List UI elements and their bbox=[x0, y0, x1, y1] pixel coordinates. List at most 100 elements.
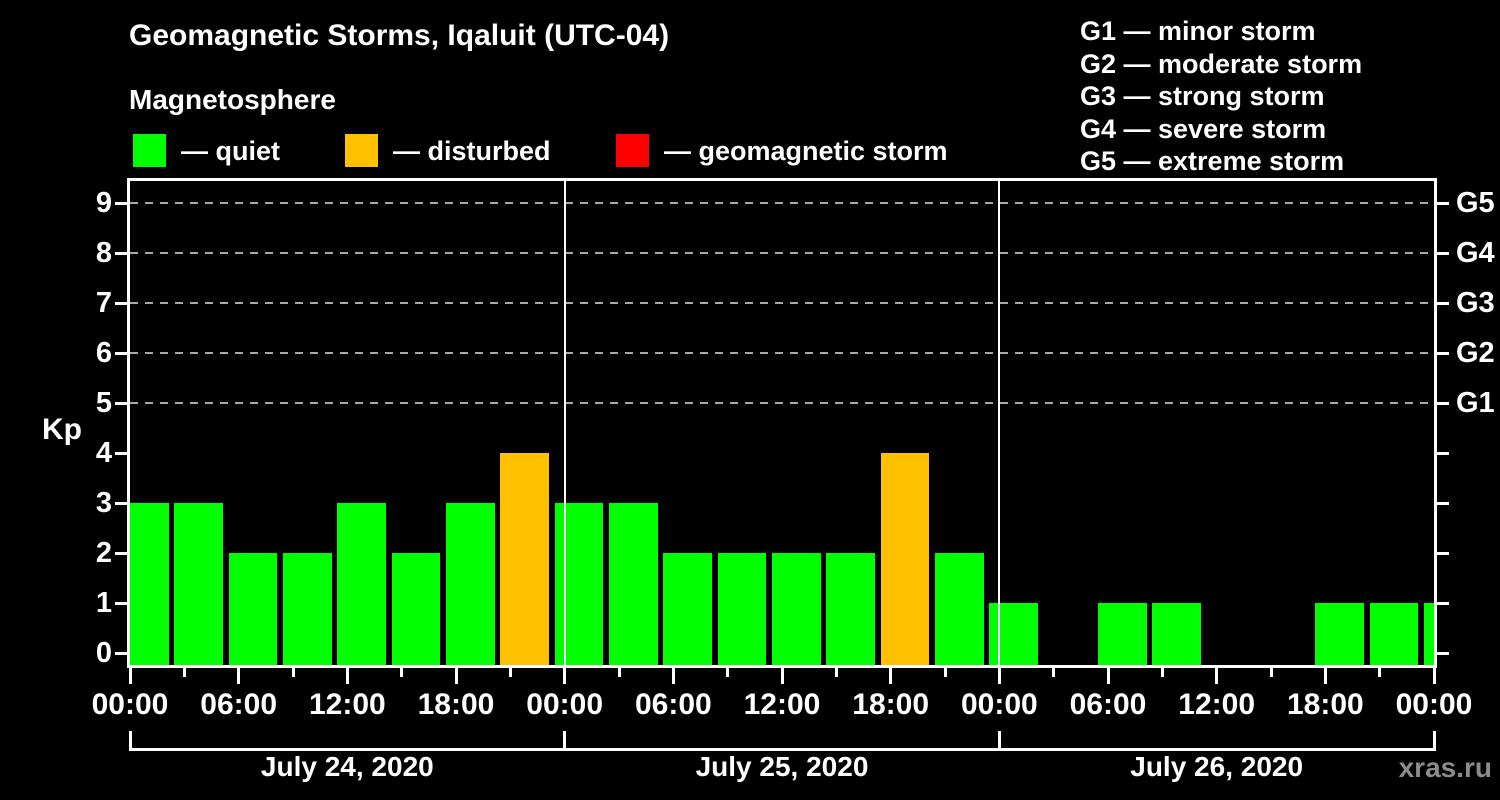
kp-bar bbox=[935, 553, 984, 665]
x-tick-major bbox=[671, 668, 675, 684]
x-tick-label: 12:00 bbox=[308, 688, 386, 721]
kp-bar bbox=[174, 503, 223, 665]
day-bracket-tick bbox=[563, 731, 567, 751]
kp-bar bbox=[772, 553, 821, 665]
kp-bar bbox=[130, 503, 169, 665]
y-axis-title: Kp bbox=[42, 413, 82, 446]
legend-label-quiet: — quiet bbox=[181, 136, 280, 166]
storm-scale-line: G2 — moderate storm bbox=[1080, 48, 1363, 79]
x-tick-minor bbox=[1160, 668, 1164, 677]
x-tick-minor bbox=[400, 668, 404, 677]
x-tick-label: 00:00 bbox=[1395, 688, 1473, 721]
kp-bar bbox=[337, 503, 386, 665]
kp-bar bbox=[880, 453, 930, 665]
gridline-kp7 bbox=[130, 302, 1434, 304]
chart-title: Geomagnetic Storms, Iqaluit (UTC-04) bbox=[129, 19, 670, 52]
day-bracket-tick bbox=[1432, 731, 1436, 751]
legend-label-disturbed: — disturbed bbox=[393, 136, 551, 166]
day-label: July 24, 2020 bbox=[260, 751, 434, 782]
kp-bar bbox=[500, 453, 549, 665]
storm-scale-line: G3 — strong storm bbox=[1080, 81, 1325, 111]
y-tick-label: 8 bbox=[95, 237, 112, 269]
chart-subtitle: Magnetosphere bbox=[129, 84, 336, 115]
storm-scale-line: G4 — severe storm bbox=[1080, 113, 1327, 144]
x-tick-minor bbox=[1378, 668, 1382, 677]
plot-area bbox=[127, 178, 1437, 668]
x-tick-minor bbox=[617, 668, 621, 677]
gridline-kp5 bbox=[130, 402, 1434, 404]
kp-bar bbox=[554, 503, 604, 665]
x-tick-major bbox=[1215, 668, 1219, 684]
x-tick-label: 12:00 bbox=[743, 688, 821, 721]
x-tick-major bbox=[128, 668, 132, 684]
kp-bar bbox=[391, 553, 441, 665]
x-tick-label: 06:00 bbox=[200, 688, 278, 721]
x-tick-label: 00:00 bbox=[526, 688, 604, 721]
x-tick-minor bbox=[182, 668, 186, 677]
legend-swatch-quiet bbox=[133, 134, 166, 167]
gridline-kp9 bbox=[130, 202, 1434, 204]
x-tick-major bbox=[889, 668, 893, 684]
x-tick-label: 18:00 bbox=[417, 688, 495, 721]
kp-bar bbox=[283, 553, 332, 665]
x-tick-label: 18:00 bbox=[1286, 688, 1364, 721]
legend-swatch-disturbed bbox=[345, 134, 378, 167]
legend-label-storm: — geomagnetic storm bbox=[664, 136, 948, 166]
x-tick-minor bbox=[726, 668, 730, 677]
kp-bar bbox=[446, 503, 495, 665]
day-bracket-tick bbox=[997, 731, 1001, 751]
day-label: July 25, 2020 bbox=[695, 751, 869, 782]
legend-swatch-storm bbox=[616, 134, 649, 167]
y-tick-label: 9 bbox=[95, 187, 112, 219]
storm-scale-line: G5 — extreme storm bbox=[1080, 146, 1345, 176]
y-tick-label: 2 bbox=[95, 537, 112, 569]
x-tick-major bbox=[454, 668, 458, 684]
kp-bar bbox=[989, 603, 1038, 665]
kp-bar bbox=[717, 553, 767, 665]
kp-bar bbox=[1098, 603, 1147, 665]
g-level-label-g1: G1 bbox=[1456, 387, 1495, 419]
x-tick-major bbox=[1323, 668, 1327, 684]
kp-bar bbox=[1424, 603, 1434, 665]
day-bracket-tick bbox=[128, 731, 132, 751]
x-tick-minor bbox=[1269, 668, 1273, 677]
gridline-kp8 bbox=[130, 252, 1434, 254]
x-tick-minor bbox=[834, 668, 838, 677]
g-level-label-g5: G5 bbox=[1456, 187, 1495, 219]
x-tick-label: 18:00 bbox=[852, 688, 930, 721]
x-tick-major bbox=[1432, 668, 1436, 684]
x-tick-major bbox=[780, 668, 784, 684]
kp-bar bbox=[1152, 603, 1201, 665]
day-separator-line bbox=[998, 181, 1001, 665]
kp-bar bbox=[609, 503, 658, 665]
x-tick-major bbox=[1106, 668, 1110, 684]
x-tick-minor bbox=[1052, 668, 1056, 677]
x-tick-major bbox=[237, 668, 241, 684]
x-tick-major bbox=[345, 668, 349, 684]
gridline-kp6 bbox=[130, 352, 1434, 354]
day-bracket-line bbox=[130, 748, 1434, 751]
x-tick-label: 00:00 bbox=[960, 688, 1038, 721]
g-level-label-g3: G3 bbox=[1456, 287, 1495, 319]
x-tick-label: 00:00 bbox=[91, 688, 169, 721]
y-tick-label: 7 bbox=[95, 287, 112, 319]
x-tick-label: 12:00 bbox=[1178, 688, 1256, 721]
x-tick-minor bbox=[291, 668, 295, 677]
watermark: xras.ru bbox=[1398, 752, 1492, 783]
kp-bar bbox=[1315, 603, 1364, 665]
storm-scale-line: G1 — minor storm bbox=[1080, 16, 1316, 46]
x-tick-minor bbox=[508, 668, 512, 677]
y-tick-label: 0 bbox=[95, 637, 112, 669]
y-tick-label: 1 bbox=[95, 587, 112, 619]
y-tick-label: 3 bbox=[95, 487, 112, 519]
x-tick-minor bbox=[943, 668, 947, 677]
kp-bar bbox=[663, 553, 712, 665]
x-tick-major bbox=[997, 668, 1001, 684]
day-separator-line bbox=[563, 181, 566, 665]
kp-bar bbox=[1369, 603, 1419, 665]
x-tick-label: 06:00 bbox=[634, 688, 712, 721]
x-tick-major bbox=[563, 668, 567, 684]
kp-bar bbox=[826, 553, 875, 665]
g-level-label-g2: G2 bbox=[1456, 337, 1495, 369]
